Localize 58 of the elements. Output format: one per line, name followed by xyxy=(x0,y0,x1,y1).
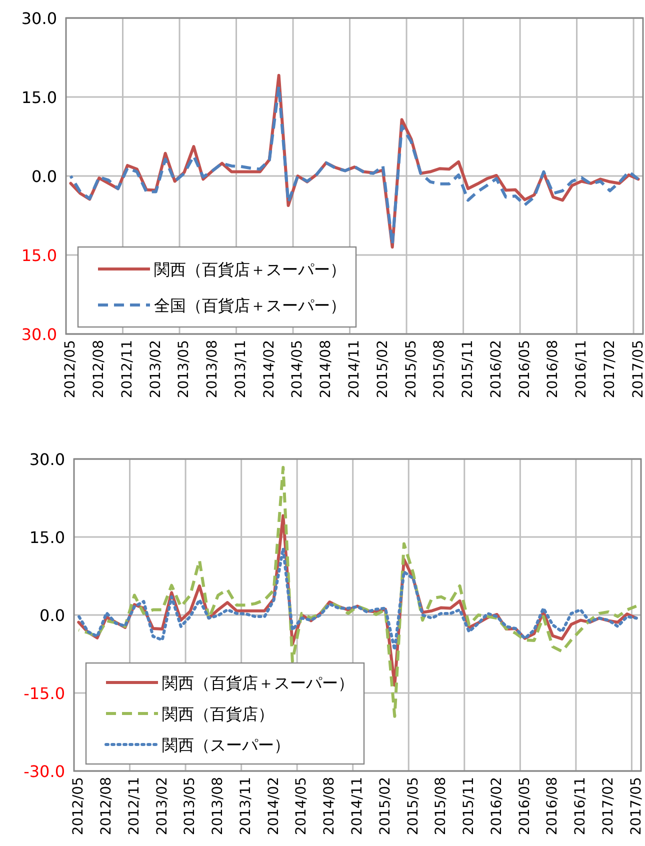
y-tick-label: -30.0 xyxy=(24,762,65,781)
x-tick-label: 2017/05 xyxy=(628,777,644,836)
y-tick-label: -15.0 xyxy=(24,684,65,703)
x-tick-label: 2016/05 xyxy=(516,340,533,398)
x-tick-label: 2017/02 xyxy=(602,340,618,398)
x-tick-label: 2013/02 xyxy=(154,777,170,836)
x-tick-label: 2013/11 xyxy=(232,340,249,398)
line-series xyxy=(77,546,638,652)
legend-label: 関西（百貨店＋スーパー） xyxy=(162,674,354,692)
x-tick-label: 2014/02 xyxy=(266,777,282,836)
x-tick-label: 2016/02 xyxy=(488,777,505,836)
x-tick-label: 2015/11 xyxy=(461,777,478,836)
x-tick-label: 2015/05 xyxy=(405,777,422,836)
y-tick-label: 30.0 xyxy=(21,9,57,28)
x-tick-label: 2014/02 xyxy=(261,340,278,398)
y-tick-label: 15.0 xyxy=(21,88,57,107)
x-tick-label: 2013/05 xyxy=(176,340,192,398)
x-tick-label: 2012/05 xyxy=(62,340,79,398)
x-tick-label: 2016/11 xyxy=(572,777,589,836)
x-tick-label: 2017/02 xyxy=(600,777,616,836)
legend-label: 関西（百貨店） xyxy=(162,704,274,724)
x-tick-label: 2016/08 xyxy=(545,340,562,398)
x-tick-label: 2014/05 xyxy=(290,340,306,398)
legend-label: 関西（百貨店＋スーパー） xyxy=(154,260,346,279)
x-tick-label: 2014/05 xyxy=(294,777,310,836)
x-tick-label: 2012/11 xyxy=(119,340,136,398)
x-tick-label: 2016/11 xyxy=(574,340,590,398)
x-tick-label: 2014/08 xyxy=(318,340,334,398)
y-tick-label: 15.0 xyxy=(29,528,65,547)
x-tick-label: 2016/02 xyxy=(488,340,504,398)
y-tick-label: 0.0 xyxy=(40,606,65,625)
y-tick-label: 30.0 xyxy=(21,325,57,344)
x-tick-label: 2012/08 xyxy=(91,340,108,398)
x-tick-label: 2012/11 xyxy=(126,777,142,836)
x-tick-label: 2013/05 xyxy=(182,777,198,836)
y-tick-label: 15.0 xyxy=(21,246,57,265)
x-tick-label: 2014/11 xyxy=(346,340,362,398)
x-tick-label: 2015/11 xyxy=(460,340,476,398)
x-tick-label: 2016/08 xyxy=(544,777,561,836)
x-tick-label: 2014/08 xyxy=(322,777,338,836)
x-tick-label: 2013/11 xyxy=(238,777,254,836)
x-tick-label: 2013/08 xyxy=(204,340,221,398)
x-tick-label: 2012/08 xyxy=(98,777,115,836)
x-tick-label: 2016/05 xyxy=(516,777,533,836)
x-tick-label: 2014/11 xyxy=(350,777,366,836)
x-tick-label: 2015/08 xyxy=(432,340,448,398)
x-tick-label: 2015/02 xyxy=(374,340,391,398)
legend-label: 関西（スーパー） xyxy=(162,736,290,754)
y-tick-label: 0.0 xyxy=(32,167,57,186)
x-tick-label: 2015/08 xyxy=(433,777,450,836)
x-tick-label: 2012/05 xyxy=(70,777,87,836)
x-tick-label: 2013/08 xyxy=(210,777,226,836)
x-tick-label: 2013/02 xyxy=(148,340,164,398)
y-tick-label: 30.0 xyxy=(29,450,65,469)
x-tick-label: 2017/05 xyxy=(630,340,645,398)
x-tick-label: 2015/02 xyxy=(377,777,394,836)
x-tick-label: 2015/05 xyxy=(403,340,420,398)
legend-label: 全国（百貨店＋スーパー） xyxy=(154,296,346,315)
